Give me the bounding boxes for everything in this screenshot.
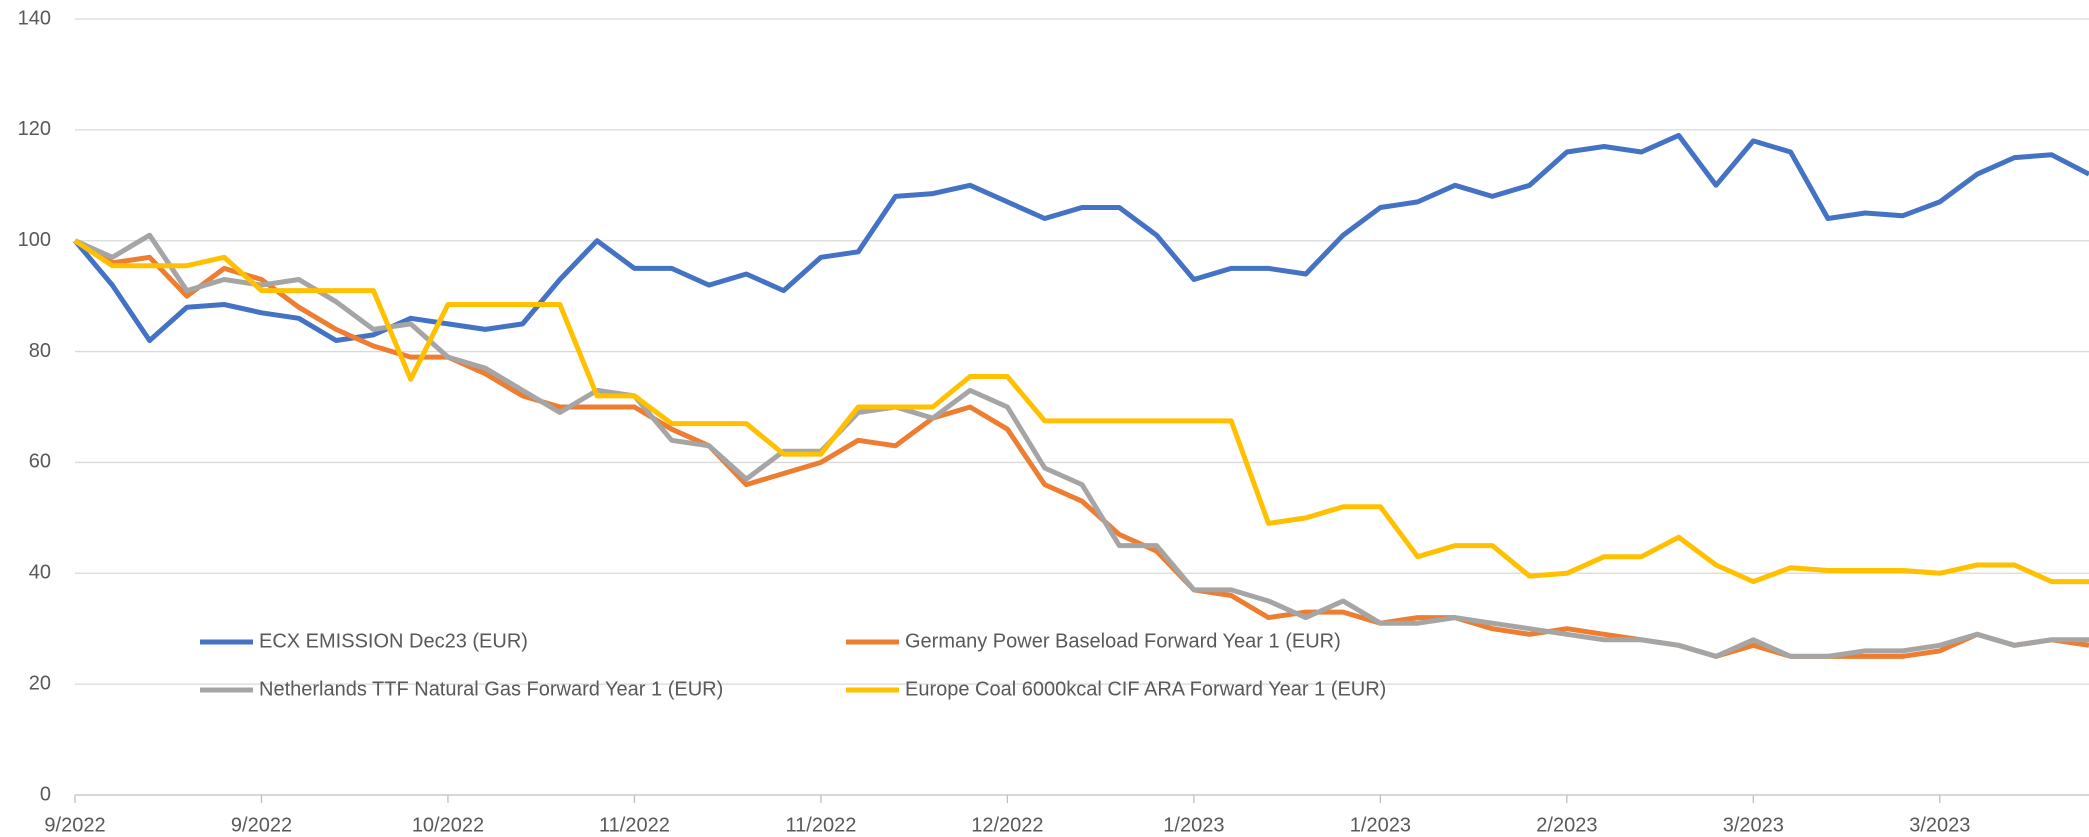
x-tick-label: 3/2023 — [1909, 814, 1970, 836]
series-line — [73, 132, 2089, 343]
x-tick-label: 10/2022 — [412, 814, 484, 836]
x-tick-label: 2/2023 — [1536, 814, 1597, 836]
series-line — [73, 232, 2089, 659]
x-tick-label: 9/2022 — [44, 814, 105, 836]
y-tick-label: 60 — [29, 451, 51, 473]
y-tick-label: 20 — [29, 672, 51, 694]
y-tick-label: 140 — [18, 7, 51, 29]
x-tick-label: 12/2022 — [971, 814, 1043, 836]
legend-label: ECX EMISSION Dec23 (EUR) — [259, 630, 528, 652]
legend-label: Netherlands TTF Natural Gas Forward Year… — [259, 678, 723, 700]
x-tick-label: 1/2023 — [1163, 814, 1224, 836]
y-tick-label: 80 — [29, 340, 51, 362]
x-tick-label: 11/2022 — [599, 814, 670, 836]
x-tick-label: 3/2023 — [1723, 814, 1784, 836]
x-tick-label: 9/2022 — [231, 814, 292, 836]
series-line — [73, 238, 2089, 585]
y-tick-label: 40 — [29, 562, 51, 584]
x-tick-label: 11/2022 — [786, 814, 857, 836]
series-line — [73, 238, 2089, 659]
y-tick-label: 100 — [18, 229, 51, 251]
legend-label: Germany Power Baseload Forward Year 1 (E… — [905, 630, 1341, 652]
legend-label: Europe Coal 6000kcal CIF ARA Forward Yea… — [905, 678, 1386, 700]
y-tick-label: 0 — [40, 783, 51, 805]
x-tick-label: 1/2023 — [1350, 814, 1411, 836]
y-tick-label: 120 — [18, 118, 51, 140]
